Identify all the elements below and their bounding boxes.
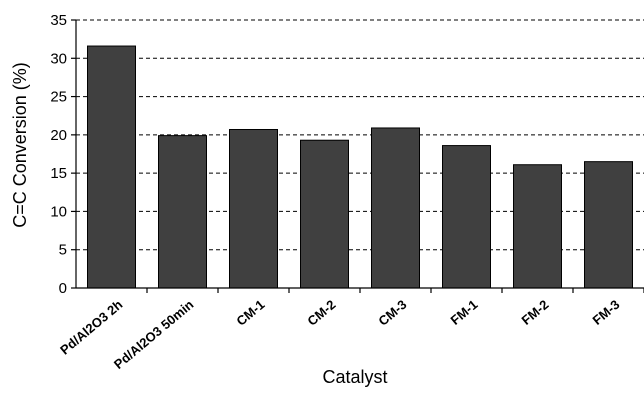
y-tick-label: 0 xyxy=(59,280,67,297)
bar xyxy=(584,161,633,289)
bar xyxy=(87,45,136,289)
x-tick-label: CM-2 xyxy=(304,297,338,329)
x-tick-label: FM-1 xyxy=(448,297,481,328)
x-tick-label: Pd/Al2O3 2h xyxy=(57,297,125,358)
y-tick-label: 35 xyxy=(50,12,67,29)
x-tick-label: FM-2 xyxy=(519,297,552,328)
y-tick-label: 5 xyxy=(59,242,67,259)
y-tick-label: 15 xyxy=(50,165,67,182)
bar xyxy=(158,135,207,289)
x-tick-label: CM-3 xyxy=(375,297,409,329)
y-axis-title: C=C Conversion (%) xyxy=(10,62,30,228)
x-axis-title: Catalyst xyxy=(322,367,387,387)
bar xyxy=(229,128,278,289)
bar xyxy=(371,127,420,289)
x-tick-label: CM-1 xyxy=(233,297,267,329)
bars xyxy=(87,45,633,289)
y-tick-label: 30 xyxy=(50,50,67,67)
y-tick-label: 25 xyxy=(50,89,67,106)
y-tick-label: 20 xyxy=(50,127,67,144)
y-tick-label: 10 xyxy=(50,203,67,220)
bar xyxy=(513,164,562,289)
bar xyxy=(300,139,349,289)
x-tick-label: FM-3 xyxy=(590,297,623,328)
y-axis-ticks: 0 5 10 15 20 25 30 35 xyxy=(50,12,76,297)
bar xyxy=(442,145,491,289)
